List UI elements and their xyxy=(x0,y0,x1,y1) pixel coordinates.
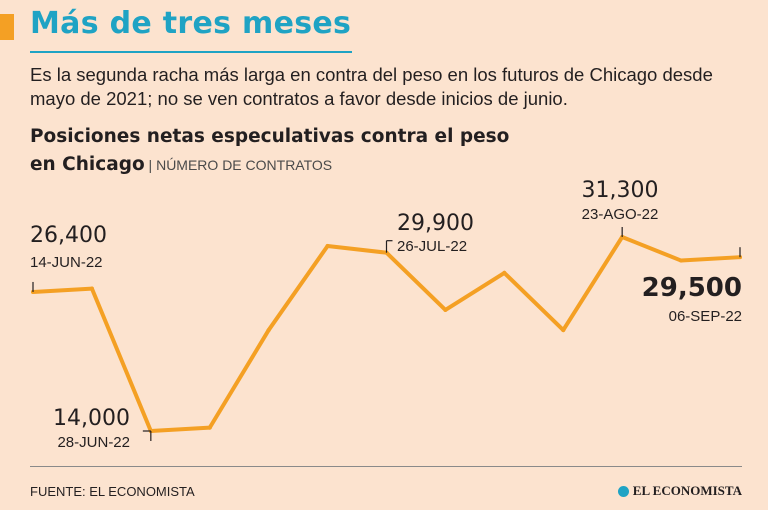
data-label-value: 26,400 xyxy=(30,223,107,248)
data-point xyxy=(502,270,507,275)
series-segment xyxy=(561,235,625,333)
source-note: FUENTE: EL ECONOMISTA xyxy=(30,484,195,499)
chart-title: Posiciones netas especulativas contra el… xyxy=(30,123,509,179)
data-point xyxy=(679,258,684,263)
chart-title-line1: Posiciones netas especulativas contra el… xyxy=(30,126,510,147)
series-segment xyxy=(207,328,271,430)
series-segment xyxy=(384,250,448,312)
series-segment xyxy=(148,425,212,433)
data-point xyxy=(325,243,330,248)
data-label-value: 29,900 xyxy=(397,211,474,236)
series-segment xyxy=(89,286,153,433)
data-point xyxy=(89,286,94,291)
footer-divider xyxy=(30,466,742,467)
data-point xyxy=(561,328,566,333)
publisher-logo: EL ECONOMISTA xyxy=(617,483,742,499)
series-segment xyxy=(679,255,742,263)
series-segment xyxy=(443,270,507,312)
chart-title-separator: | xyxy=(144,157,157,173)
series-segment xyxy=(31,286,94,294)
data-label-date: 06-SEP-22 xyxy=(669,308,742,325)
accent-bar xyxy=(0,14,14,40)
chart-title-line2: en Chicago | NÚMERO DE CONTRATOS xyxy=(30,151,509,179)
logo-text: EL ECONOMISTA xyxy=(632,483,742,498)
page-title: Más de tres meses xyxy=(30,6,352,41)
data-label-value: 14,000 xyxy=(53,406,130,431)
chart-unit-label: NÚMERO DE CONTRATOS xyxy=(156,157,333,173)
series-segment xyxy=(620,235,684,263)
chart-title-location: en Chicago xyxy=(30,154,145,175)
data-label-date: 14-JUN-22 xyxy=(30,254,103,271)
data-point xyxy=(443,307,448,312)
data-point xyxy=(207,425,212,430)
title-underline xyxy=(30,51,352,53)
data-label-date: 28-JUN-22 xyxy=(57,434,130,451)
data-label-date: 23-AGO-22 xyxy=(582,206,659,223)
data-label-date: 26-JUL-22 xyxy=(397,238,467,255)
series-segment xyxy=(325,243,389,255)
subtitle: Es la segunda racha más larga en contra … xyxy=(30,64,713,109)
data-label-value: 29,500 xyxy=(642,273,742,303)
data-point xyxy=(266,328,271,333)
logo-globe-icon xyxy=(617,485,629,497)
series-segment xyxy=(502,270,566,333)
data-label-value: 31,300 xyxy=(582,178,659,203)
series-segment xyxy=(266,243,330,333)
